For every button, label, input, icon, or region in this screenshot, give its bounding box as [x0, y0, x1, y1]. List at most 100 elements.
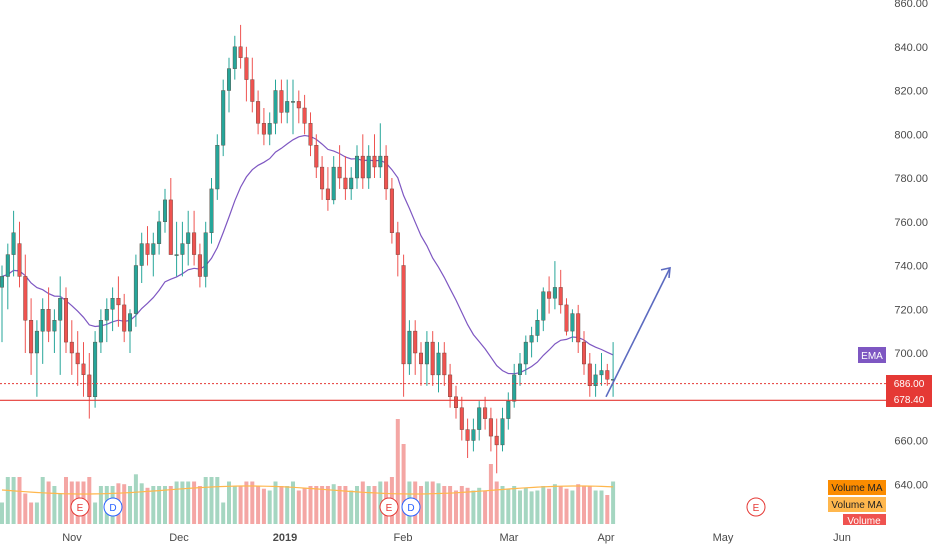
candle[interactable] — [401, 254, 406, 397]
candle[interactable] — [518, 353, 523, 386]
arrow-head[interactable] — [660, 266, 671, 278]
candle[interactable] — [454, 385, 459, 419]
candle[interactable] — [192, 210, 197, 266]
candle[interactable] — [215, 134, 220, 200]
candle[interactable] — [355, 145, 360, 189]
candle[interactable] — [506, 392, 511, 430]
candle[interactable] — [139, 232, 144, 283]
candle[interactable] — [314, 134, 319, 178]
candle[interactable] — [133, 254, 138, 327]
candle[interactable] — [494, 418, 499, 474]
candle[interactable] — [413, 320, 418, 375]
candle[interactable] — [69, 320, 74, 375]
candle[interactable] — [366, 145, 371, 189]
candle[interactable] — [384, 145, 389, 200]
candle[interactable] — [168, 178, 173, 255]
candle[interactable] — [419, 342, 424, 386]
candle[interactable] — [116, 276, 121, 327]
candle[interactable] — [0, 265, 4, 343]
candle[interactable] — [331, 156, 336, 205]
candle[interactable] — [436, 342, 441, 393]
candle[interactable] — [372, 134, 377, 178]
candle[interactable] — [250, 57, 255, 113]
candle[interactable] — [127, 309, 132, 353]
candle[interactable] — [471, 418, 476, 452]
candle[interactable] — [291, 79, 296, 135]
candle[interactable] — [593, 363, 598, 397]
volume-ma-badge-2[interactable]: Volume MA — [828, 497, 886, 512]
candle[interactable] — [267, 112, 272, 146]
candle[interactable] — [104, 298, 109, 343]
candle[interactable] — [110, 287, 115, 332]
earnings-marker-circle[interactable] — [70, 497, 90, 517]
candle[interactable] — [256, 90, 261, 135]
candle[interactable] — [552, 261, 557, 310]
dividend-marker-circle[interactable] — [401, 497, 421, 517]
volume-ma-badge[interactable]: Volume MA — [828, 480, 886, 495]
candle[interactable] — [477, 401, 482, 441]
candle[interactable] — [325, 167, 330, 211]
candle[interactable] — [93, 331, 98, 408]
candle[interactable] — [459, 396, 464, 441]
candle[interactable] — [174, 221, 179, 277]
candle[interactable] — [151, 232, 156, 277]
candle[interactable] — [343, 156, 348, 200]
candle[interactable] — [203, 221, 208, 288]
candle[interactable] — [186, 210, 191, 266]
candle[interactable] — [442, 342, 447, 386]
candle[interactable] — [407, 320, 412, 375]
candle[interactable] — [320, 156, 325, 200]
candle[interactable] — [529, 326, 534, 358]
candle[interactable] — [360, 134, 365, 189]
candle[interactable] — [582, 331, 587, 375]
candle[interactable] — [541, 287, 546, 332]
candle[interactable] — [46, 287, 51, 343]
earnings-marker-circle[interactable] — [746, 497, 766, 517]
candle[interactable] — [75, 331, 80, 386]
candle[interactable] — [40, 298, 45, 364]
volume-badge[interactable]: Volume — [843, 514, 886, 527]
candle[interactable] — [52, 309, 57, 353]
candle[interactable] — [523, 335, 528, 375]
candle[interactable] — [285, 79, 290, 124]
earnings-marker[interactable]: E — [746, 497, 766, 517]
candle[interactable] — [221, 79, 226, 157]
candle[interactable] — [424, 331, 429, 386]
projection-arrow[interactable] — [605, 266, 671, 398]
candles[interactable] — [0, 24, 616, 474]
candle[interactable] — [564, 298, 569, 336]
candle[interactable] — [279, 79, 284, 124]
candle[interactable] — [547, 276, 552, 314]
candle[interactable] — [81, 342, 86, 397]
candle[interactable] — [238, 24, 243, 69]
candle[interactable] — [5, 243, 10, 310]
candle[interactable] — [162, 188, 167, 233]
candle[interactable] — [63, 287, 68, 353]
earnings-marker-circle[interactable] — [379, 497, 399, 517]
price-level-678-badge[interactable]: 678.40 — [886, 391, 932, 407]
candle[interactable] — [209, 178, 214, 244]
candle[interactable] — [465, 418, 470, 458]
ema-badge[interactable]: EMA — [858, 347, 886, 363]
arrow-shaft[interactable] — [605, 267, 671, 398]
candle[interactable] — [599, 353, 604, 386]
candle[interactable] — [17, 221, 22, 288]
candle[interactable] — [349, 167, 354, 200]
candle[interactable] — [29, 298, 34, 375]
time-axis[interactable]: Nov Dec 2019 Feb Mar Apr May Jun — [62, 532, 851, 544]
candle[interactable] — [488, 407, 493, 452]
candle[interactable] — [180, 221, 185, 277]
candle[interactable] — [570, 309, 575, 343]
price-level-686-badge[interactable]: 686.00 — [886, 375, 932, 391]
candle[interactable] — [395, 221, 400, 277]
candle[interactable] — [483, 396, 488, 430]
candle[interactable] — [122, 293, 127, 343]
candle[interactable] — [587, 353, 592, 397]
candle[interactable] — [11, 210, 16, 277]
candle[interactable] — [23, 254, 28, 353]
candle[interactable] — [558, 269, 563, 314]
candle[interactable] — [273, 79, 278, 135]
earnings-marker[interactable]: E — [379, 497, 399, 517]
candle[interactable] — [58, 276, 63, 375]
